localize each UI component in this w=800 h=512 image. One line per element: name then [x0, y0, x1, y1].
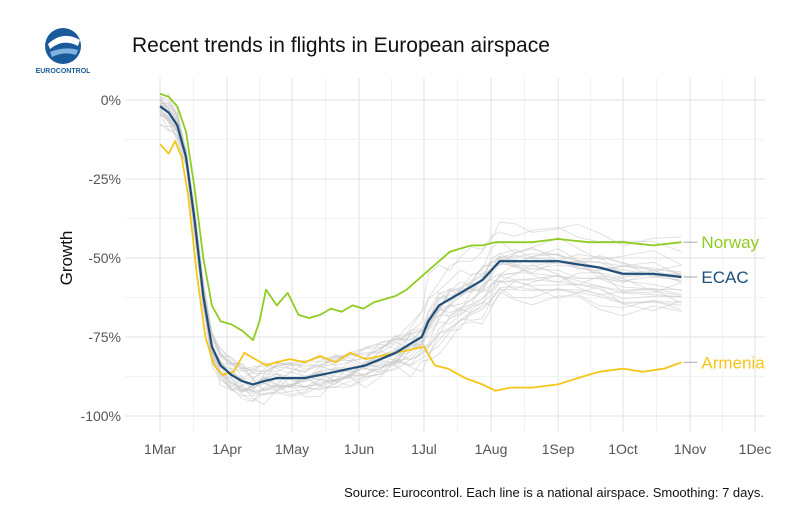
eurocontrol-logo: EUROCONTROL: [36, 28, 92, 75]
logo-text: EUROCONTROL: [36, 68, 92, 75]
national-airspace-line: [159, 100, 682, 402]
y-tick-label: -75%: [88, 329, 121, 345]
y-tick-label: 0%: [101, 92, 121, 108]
highlighted-series: [159, 92, 682, 392]
y-tick-labels: 0% -25% -50% -75% -100%: [81, 92, 121, 424]
national-airspace-line: [159, 102, 682, 375]
y-tick-label: -100%: [81, 408, 121, 424]
national-airspace-line: [159, 110, 682, 395]
series-label-ecac: ECAC: [701, 268, 748, 287]
series-label-norway: Norway: [701, 233, 759, 252]
x-tick-label: 1Dec: [739, 441, 772, 457]
x-tick-label: 1May: [275, 441, 309, 457]
series-end-labels: Norway ECAC Armenia: [683, 233, 765, 372]
national-airspace-line: [159, 112, 682, 370]
y-axis-label: Growth: [57, 231, 76, 286]
y-tick-label: -50%: [88, 250, 121, 266]
source-note: Source: Eurocontrol. Each line is a nati…: [344, 485, 764, 500]
national-airspace-line: [159, 92, 682, 378]
national-airspace-line: [159, 96, 682, 391]
series-line-armenia: [159, 140, 682, 392]
x-tick-labels: 1Mar 1Apr 1May 1Jun 1Jul 1Aug 1Sep 1Oct 1Nov 1Dec: [144, 441, 771, 457]
national-airspace-line: [159, 113, 682, 403]
x-tick-label: 1Jul: [411, 441, 437, 457]
national-airspace-line: [159, 104, 682, 393]
series-line-norway: [159, 92, 682, 342]
national-airspace-line: [159, 112, 682, 396]
grid: [125, 78, 765, 432]
series-label-armenia: Armenia: [701, 353, 765, 372]
x-tick-label: 1Sep: [542, 441, 575, 457]
x-tick-label: 1Mar: [144, 441, 176, 457]
x-tick-label: 1Jun: [344, 441, 374, 457]
national-airspace-line: [159, 106, 682, 392]
x-tick-label: 1Aug: [475, 441, 508, 457]
x-tick-label: 1Nov: [674, 441, 707, 457]
x-tick-label: 1Apr: [212, 441, 242, 457]
eurocontrol-logo-icon: [45, 28, 81, 64]
chart-title: Recent trends in flights in European air…: [132, 34, 550, 57]
x-tick-label: 1Oct: [608, 441, 638, 457]
series-line-ecac: [159, 105, 682, 386]
national-airspace-line: [159, 100, 682, 379]
y-tick-label: -25%: [88, 171, 121, 187]
